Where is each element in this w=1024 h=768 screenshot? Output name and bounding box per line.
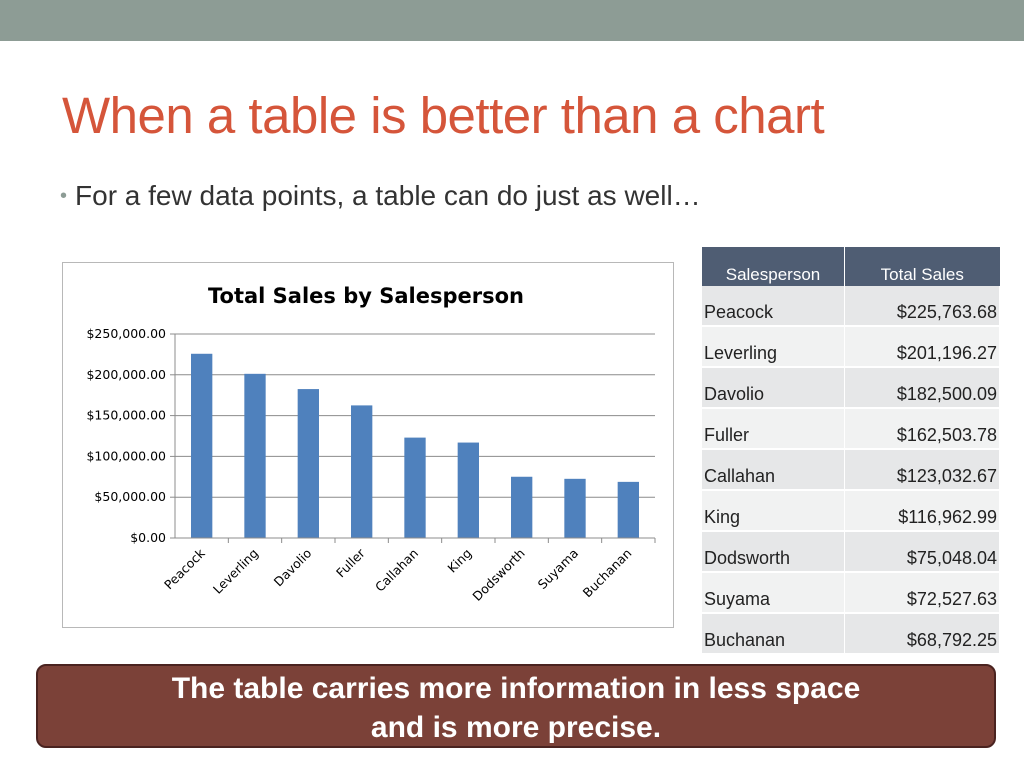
table-row: Leverling $201,196.27 [702,326,1000,368]
bar [617,481,639,538]
table-row: Davolio $182,500.09 [702,367,1000,409]
x-tick-label: Leverling [210,546,261,597]
table-row: Peacock $225,763.68 [702,286,1000,327]
salesperson-cell: King [702,490,845,532]
x-tick-label: King [444,546,474,576]
total-sales-cell: $182,500.09 [844,367,1000,409]
total-sales-cell: $123,032.67 [844,449,1000,491]
x-tick-label: Dodsworth [469,546,527,604]
bar [457,442,479,538]
x-tick-label: Davolio [271,546,315,590]
top-accent-bar [0,0,1024,41]
salesperson-cell: Suyama [702,572,845,614]
x-tick-label: Suyama [535,546,582,593]
bar [351,405,373,538]
y-tick-label: $50,000.00 [94,489,166,504]
total-sales-cell: $72,527.63 [844,572,1000,614]
total-sales-cell: $225,763.68 [844,286,1000,327]
x-tick-label: Buchanan [580,546,635,601]
salesperson-cell: Leverling [702,326,845,368]
total-sales-cell: $75,048.04 [844,531,1000,573]
total-sales-cell: $68,792.25 [844,613,1000,655]
salesperson-cell: Dodsworth [702,531,845,573]
table-row: Dodsworth $75,048.04 [702,531,1000,573]
y-tick-label: $250,000.00 [86,326,166,341]
salesperson-cell: Callahan [702,449,845,491]
table-row: Buchanan $68,792.25 [702,613,1000,655]
slide-title: When a table is better than a chart [62,87,825,144]
bar-chart: Total Sales by Salesperson $0.00 $50,000.… [62,262,674,628]
y-tick-label: $200,000.00 [86,367,166,382]
bullet-text: For a few data points, a table can do ju… [75,180,701,211]
total-sales-cell: $116,962.99 [844,490,1000,532]
x-tick-label: Peacock [161,545,208,592]
bullet-dot-icon: • [60,185,68,207]
x-tick-label: Callahan [372,546,421,595]
callout-line-2: and is more precise. [370,711,662,744]
y-tick-label: $0.00 [130,530,166,545]
total-sales-cell: $162,503.78 [844,408,1000,450]
salesperson-cell: Peacock [702,286,845,327]
bar [564,478,586,538]
bar [191,353,213,538]
y-tick-label: $150,000.00 [86,408,166,423]
y-tick-label: $100,000.00 [86,448,166,463]
bar [244,373,266,538]
bar [511,476,533,538]
callout-line-1: The table carries more information in le… [171,672,861,705]
column-header-salesperson: Salesperson [702,247,845,286]
chart-canvas: Total Sales by Salesperson $0.00 $50,000.… [86,284,656,604]
x-tick-label: Fuller [333,545,368,580]
table-row: King $116,962.99 [702,490,1000,532]
table-row: Suyama $72,527.63 [702,572,1000,614]
column-header-total-sales: Total Sales [844,247,1000,286]
sales-table: Salesperson Total Sales Peacock $225,763… [702,247,1000,655]
chart-title: Total Sales by Salesperson [208,284,524,308]
table-row: Callahan $123,032.67 [702,449,1000,491]
table-header-row: Salesperson Total Sales [702,247,1000,286]
salesperson-cell: Buchanan [702,613,845,655]
table-row: Fuller $162,503.78 [702,408,1000,450]
callout-box: The table carries more information in le… [36,664,996,748]
salesperson-cell: Davolio [702,367,845,409]
total-sales-cell: $201,196.27 [844,326,1000,368]
bar [297,389,319,538]
bar [404,437,426,538]
salesperson-cell: Fuller [702,408,845,450]
bullet-point: • For a few data points, a table can do j… [60,180,701,212]
